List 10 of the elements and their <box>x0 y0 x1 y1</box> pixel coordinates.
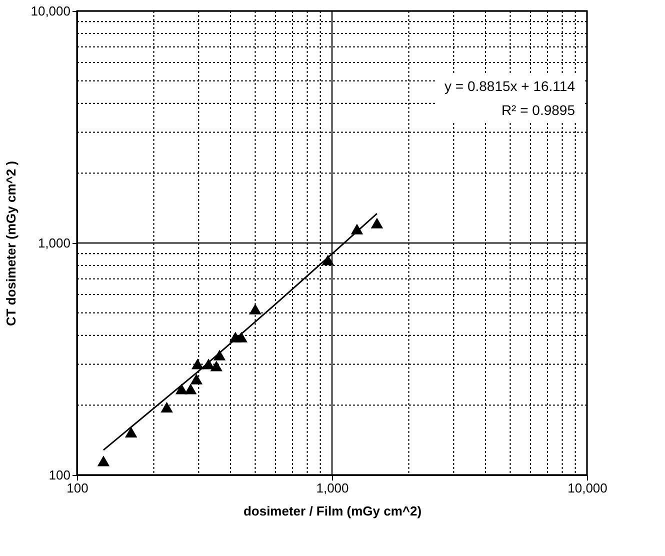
y-axis-title: CT dosimeter (mGy cm^2 ) <box>4 160 19 326</box>
annotation: R² = 0.9895 <box>501 102 576 118</box>
x-tick-label: 1,000 <box>316 480 349 496</box>
x-tick-label: 100 <box>66 480 88 496</box>
annotation: y = 0.8815x + 16.114 <box>444 78 576 94</box>
y-tick-label: 10,000 <box>30 4 70 18</box>
x-tick-label: 10,000 <box>568 480 608 496</box>
y-tick-label: 100 <box>48 468 70 482</box>
x-axis-title: dosimeter / Film (mGy cm^2) <box>243 504 422 518</box>
y-tick-label: 1,000 <box>38 236 70 250</box>
